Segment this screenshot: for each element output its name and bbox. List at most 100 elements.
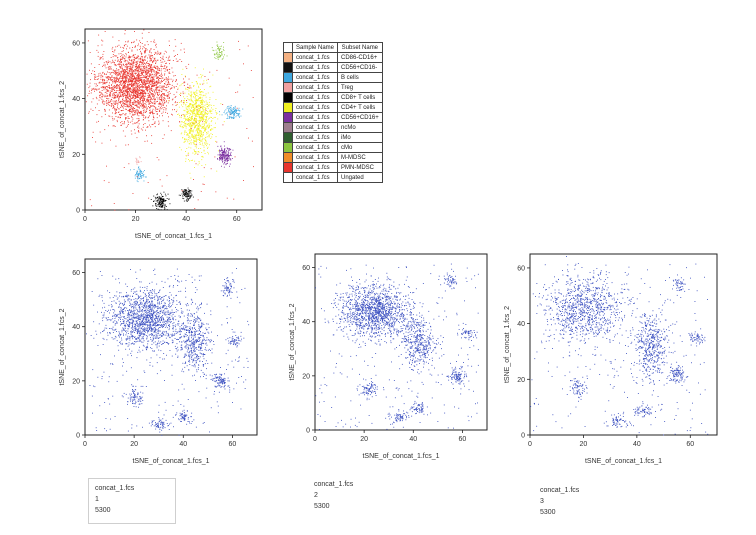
data-point xyxy=(175,101,176,103)
data-point xyxy=(162,198,164,200)
legend-sample-name: concat_1.fcs xyxy=(291,142,339,153)
legend-sample-name: concat_1.fcs xyxy=(291,162,339,173)
data-point xyxy=(141,100,143,101)
data-point xyxy=(169,73,171,74)
data-point xyxy=(215,108,217,109)
data-point xyxy=(122,74,124,76)
data-point xyxy=(93,87,95,89)
data-point xyxy=(191,118,193,120)
data-point xyxy=(174,312,175,313)
data-point xyxy=(109,100,111,102)
data-point xyxy=(192,135,193,137)
data-point xyxy=(131,77,133,79)
data-point xyxy=(201,159,203,161)
data-point xyxy=(105,76,107,78)
data-point xyxy=(127,91,129,93)
data-point xyxy=(216,53,217,55)
data-point xyxy=(178,113,180,115)
data-point xyxy=(137,171,138,172)
data-point xyxy=(114,97,116,99)
data-point xyxy=(128,59,130,60)
data-point xyxy=(141,114,143,116)
data-point xyxy=(163,85,165,87)
data-point xyxy=(158,202,160,204)
data-point xyxy=(198,128,200,129)
data-point xyxy=(144,71,146,73)
data-point xyxy=(193,142,195,144)
data-point xyxy=(129,87,131,89)
data-point xyxy=(200,191,202,192)
data-point xyxy=(109,73,111,75)
data-point xyxy=(195,141,197,142)
data-point xyxy=(115,81,117,83)
data-point xyxy=(200,77,202,79)
data-point xyxy=(134,112,135,114)
legend-swatch xyxy=(283,142,293,153)
data-point xyxy=(134,306,136,308)
data-point xyxy=(118,61,120,63)
data-point xyxy=(217,58,219,60)
data-point xyxy=(100,92,102,93)
data-point xyxy=(109,115,111,117)
data-point xyxy=(145,92,147,94)
data-point xyxy=(149,57,151,59)
data-point xyxy=(147,312,149,314)
data-point xyxy=(157,83,158,85)
data-point xyxy=(120,102,121,104)
data-point xyxy=(137,130,139,132)
data-point xyxy=(156,77,158,79)
data-point xyxy=(149,111,151,113)
data-point xyxy=(115,92,116,93)
data-point xyxy=(151,318,153,320)
data-point xyxy=(141,106,143,108)
data-point xyxy=(143,101,144,103)
data-point xyxy=(151,74,153,76)
data-point xyxy=(140,94,142,96)
data-point xyxy=(132,103,134,105)
data-point xyxy=(149,83,151,85)
data-point xyxy=(113,85,115,86)
data-point xyxy=(109,61,111,63)
data-point xyxy=(196,119,198,121)
data-point xyxy=(160,103,162,105)
data-point xyxy=(91,90,93,91)
data-point xyxy=(99,96,100,98)
data-point xyxy=(169,314,171,316)
data-point xyxy=(160,206,162,208)
data-point xyxy=(127,121,129,123)
data-point xyxy=(162,203,164,205)
data-point xyxy=(173,297,175,299)
data-point xyxy=(126,91,127,93)
data-point xyxy=(191,124,192,126)
data-point xyxy=(204,113,206,114)
data-point xyxy=(101,142,103,144)
data-point xyxy=(111,91,113,92)
data-point xyxy=(217,118,219,120)
data-point xyxy=(97,45,99,47)
data-point xyxy=(137,72,139,74)
data-point xyxy=(150,65,152,67)
data-point xyxy=(99,131,101,133)
data-point xyxy=(102,100,104,102)
data-point xyxy=(163,104,164,106)
data-point xyxy=(99,57,101,59)
data-point xyxy=(106,95,108,97)
data-point xyxy=(137,161,139,163)
data-point xyxy=(155,204,157,206)
data-point xyxy=(151,297,153,299)
data-point xyxy=(160,53,162,55)
data-point xyxy=(136,96,137,98)
data-point xyxy=(151,94,153,96)
data-point xyxy=(132,331,134,333)
data-point xyxy=(196,110,198,112)
data-point xyxy=(136,83,138,85)
data-point xyxy=(171,67,173,69)
data-point xyxy=(145,86,147,88)
data-point xyxy=(161,311,163,313)
data-point xyxy=(140,77,142,79)
data-point xyxy=(125,85,126,87)
data-point xyxy=(231,110,233,112)
data-point xyxy=(188,87,189,89)
data-point xyxy=(137,73,139,75)
data-point xyxy=(128,98,130,100)
